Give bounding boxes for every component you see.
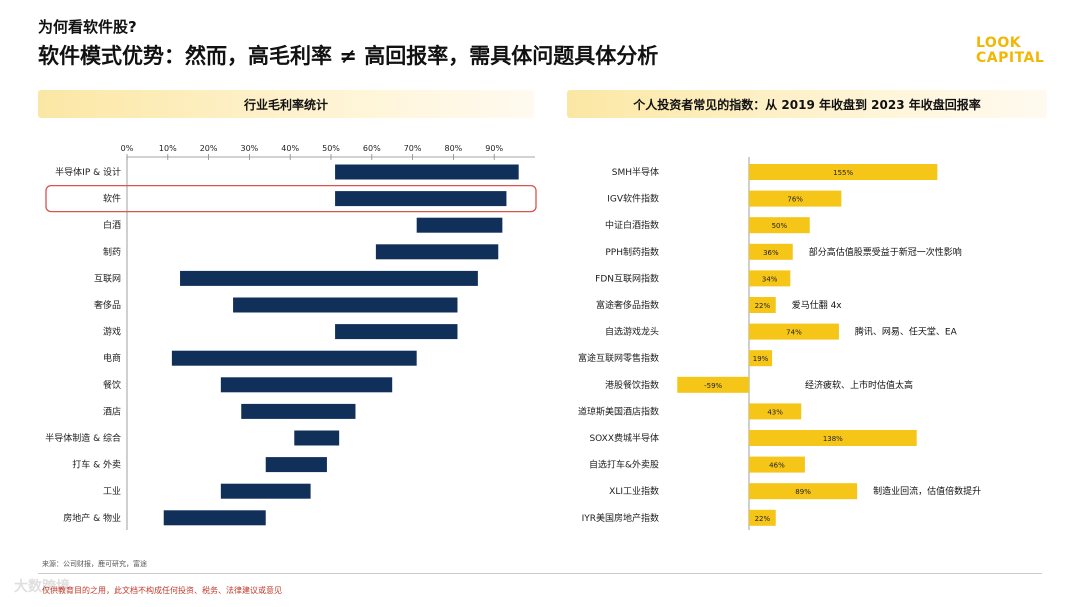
left-category-label: 房地产 & 物业 — [63, 512, 121, 524]
right-return-bar — [749, 323, 839, 340]
right-category-label: SOXX费城半导体 — [589, 432, 659, 444]
right-annotation: 部分高估值股票受益于新冠一次性影响 — [809, 246, 962, 258]
left-range-bar — [241, 403, 356, 419]
right-return-bar — [749, 350, 773, 367]
left-x-tick-label: 20% — [200, 144, 218, 153]
left-x-tick-label: 50% — [322, 144, 340, 153]
left-range-bar — [375, 244, 499, 260]
right-category-label: 道琼斯美国酒店指数 — [578, 405, 659, 417]
brand-logo: LOOK CAPITAL — [976, 36, 1058, 66]
left-range-bar — [416, 217, 503, 233]
right-value-label: 43% — [767, 408, 783, 416]
right-return-bar — [749, 297, 776, 313]
right-value-label: 22% — [755, 515, 771, 523]
right-category-label: PPH制药指数 — [605, 246, 659, 258]
right-value-label: -59% — [704, 382, 722, 390]
right-category-label: SMH半导体 — [612, 166, 659, 178]
left-category-label: 打车 & 外卖 — [72, 459, 121, 471]
left-range-bar — [220, 377, 393, 393]
page-kicker: 为何看软件股? — [38, 18, 137, 36]
left-range-bar — [163, 510, 266, 526]
right-return-bar — [749, 243, 793, 260]
right-value-label: 138% — [823, 435, 843, 443]
right-category-label: 富途互联网零售指数 — [578, 352, 659, 364]
right-value-label: 22% — [755, 302, 771, 310]
right-category-label: FDN互联网指数 — [595, 272, 659, 284]
source-note: 来源：公司财报，鹿可研究，富途 — [42, 560, 147, 568]
left-chart-title: 行业毛利率统计 — [38, 90, 534, 118]
right-value-label: 155% — [833, 169, 853, 177]
right-return-bar — [749, 430, 917, 446]
right-category-label: IYR美国房地产指数 — [582, 512, 659, 524]
left-range-bar — [220, 483, 311, 499]
left-category-label: 奢侈品 — [94, 299, 121, 311]
watermark: 大数跨境 — [14, 579, 70, 595]
left-category-label: 游戏 — [103, 326, 121, 338]
left-x-tick-label: 60% — [363, 144, 381, 153]
left-x-tick-label: 40% — [281, 144, 299, 153]
right-annotation: 爱马仕翻 4x — [792, 299, 843, 311]
right-category-label: XLI工业指数 — [609, 485, 659, 497]
left-category-label: 制药 — [103, 246, 121, 258]
right-return-bar — [749, 509, 776, 526]
footer-divider — [38, 573, 1042, 574]
left-x-tick-label: 70% — [404, 144, 422, 153]
right-return-bar — [749, 403, 802, 420]
right-return-bar — [677, 376, 749, 393]
left-category-label: 白酒 — [103, 219, 121, 231]
right-value-label: 74% — [786, 329, 802, 337]
left-x-tick-label: 0% — [121, 144, 134, 153]
right-return-bar — [749, 217, 810, 234]
left-x-tick-label: 90% — [485, 144, 503, 153]
right-annotation: 腾讯、网易、任天堂、EA — [855, 326, 958, 338]
logo-line-2: CAPITAL — [976, 50, 1045, 66]
left-range-bar — [171, 350, 417, 366]
disclaimer: 仅供教育目的之用，此文档不构成任何投资、税务、法律建议或意见 — [42, 586, 282, 595]
left-category-label: 半导体IP & 设计 — [55, 166, 121, 178]
right-category-label: 港股餐饮指数 — [605, 379, 659, 391]
right-category-label: 富途奢侈品指数 — [596, 299, 659, 311]
right-return-bar — [749, 270, 791, 287]
right-value-label: 19% — [753, 355, 769, 363]
left-category-label: 酒店 — [103, 405, 121, 417]
left-range-bar — [294, 430, 340, 446]
left-range-bar — [265, 457, 327, 473]
left-category-label: 工业 — [103, 486, 121, 497]
left-x-tick-label: 30% — [241, 144, 259, 153]
right-category-label: 中证白酒指数 — [605, 219, 659, 231]
right-annotation: 经济疲软、上市时估值太高 — [805, 379, 913, 391]
right-category-label: 自选游戏龙头 — [605, 326, 659, 338]
highlight-box — [45, 184, 537, 213]
logo-line-1: LOOK — [976, 35, 1022, 51]
left-range-bar — [335, 324, 458, 340]
left-category-label: 互联网 — [94, 273, 121, 284]
page-title: 软件模式优势：然而，高毛利率 ≠ 高回报率，需具体问题具体分析 — [38, 44, 659, 68]
left-range-bar — [335, 164, 519, 180]
right-category-label: 自选打车&外卖股 — [589, 459, 659, 471]
right-return-bar — [749, 456, 805, 473]
left-x-tick-label: 80% — [445, 144, 463, 153]
left-category-label: 半导体制造 & 综合 — [45, 432, 121, 444]
right-value-label: 34% — [762, 275, 778, 283]
right-annotation: 制造业回流，估值倍数提升 — [873, 485, 981, 497]
left-category-label: 电商 — [103, 352, 121, 364]
left-range-bar — [233, 297, 458, 313]
right-value-label: 36% — [763, 249, 779, 257]
right-category-label: IGV软件指数 — [607, 193, 659, 205]
right-return-bar — [749, 190, 842, 207]
left-category-label: 餐饮 — [103, 379, 121, 391]
right-return-bar — [749, 483, 858, 500]
right-value-label: 50% — [772, 222, 788, 230]
left-x-tick-label: 10% — [159, 144, 177, 153]
left-range-bar — [180, 270, 478, 286]
left-range-bar — [335, 191, 507, 207]
left-category-label: 软件 — [103, 193, 121, 205]
right-value-label: 46% — [769, 462, 785, 470]
right-value-label: 89% — [795, 488, 811, 496]
right-return-bar — [749, 164, 938, 180]
right-value-label: 76% — [787, 196, 803, 204]
right-chart-title: 个人投资者常见的指数：从 2019 年收盘到 2023 年收盘回报率 — [567, 90, 1047, 118]
